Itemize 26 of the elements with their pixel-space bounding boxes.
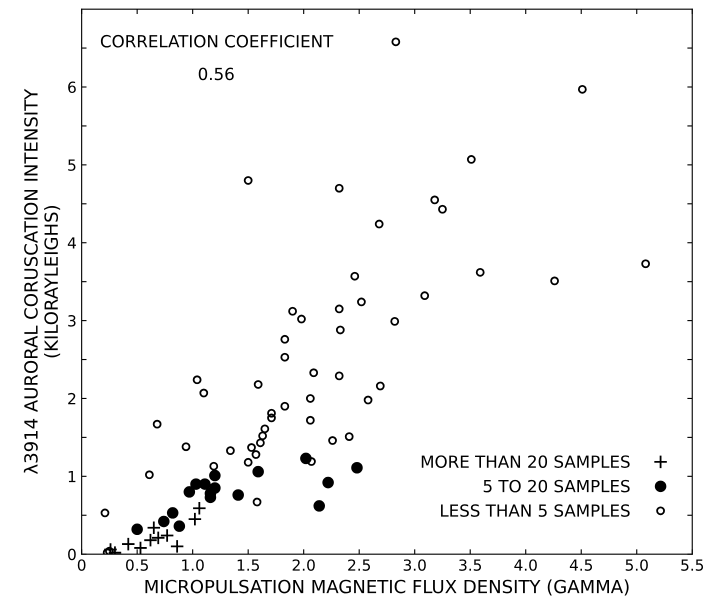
annotation: 0.56 bbox=[198, 68, 234, 80]
x-tick-label: 1.0 bbox=[182, 559, 204, 571]
y-tick-label: 0 bbox=[68, 548, 76, 560]
x-tick-label: 0.5 bbox=[126, 559, 148, 571]
y-tick-label: 3 bbox=[68, 315, 76, 327]
x-tick-label: 5.5 bbox=[681, 560, 704, 571]
x-axis-title: MICROPULSATION MAGNETIC FLUX DENSITY (GAMMA) bbox=[146, 579, 629, 596]
y-tick-label: 1 bbox=[68, 470, 76, 482]
x-tick-label: 4.5 bbox=[570, 560, 592, 571]
y-tick-label: 2 bbox=[68, 392, 76, 404]
y-tick-label: 4 bbox=[68, 237, 76, 249]
legend-label: 5 TO 20 SAMPLES bbox=[484, 480, 630, 492]
x-tick-label: 3.5 bbox=[459, 559, 482, 571]
x-tick-label: 5.0 bbox=[626, 559, 648, 571]
y-tick-label: 6 bbox=[68, 81, 76, 94]
x-tick-label: 4.0 bbox=[514, 559, 537, 571]
x-tick-label: 1.5 bbox=[238, 560, 259, 571]
x-tick-label: 2.0 bbox=[292, 559, 315, 571]
x-tick-label: 3.0 bbox=[404, 559, 426, 571]
x-tick-label: 0 bbox=[78, 559, 86, 571]
x-tick-label: 2.5 bbox=[348, 559, 370, 571]
legend-label: LESS THAN 5 SAMPLES bbox=[441, 504, 630, 517]
annotation: CORRELATION COEFFICIENT bbox=[100, 34, 334, 48]
y-tick-label: 5 bbox=[68, 160, 76, 171]
legend-label: MORE THAN 20 SAMPLES bbox=[422, 455, 630, 468]
y-axis-title: λ3914 AURORAL CORUSCATION INTENSITY (KILORAYLEIGHS) bbox=[24, 88, 60, 474]
